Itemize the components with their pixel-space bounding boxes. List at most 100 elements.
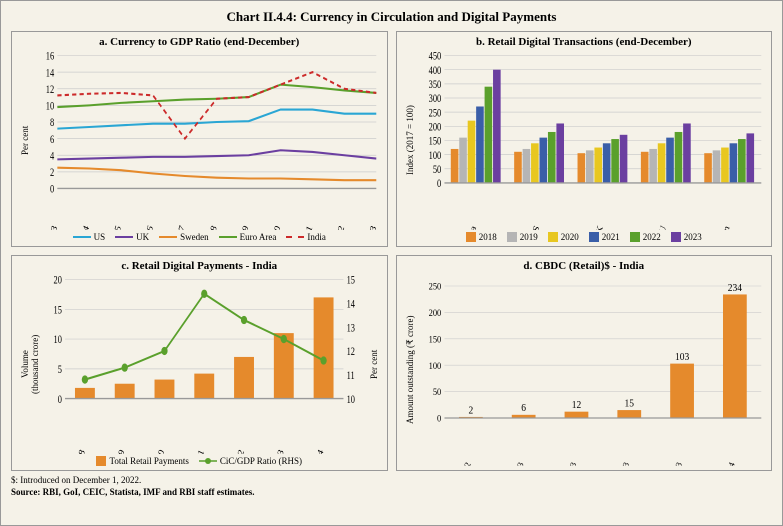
svg-text:2022: 2022	[332, 224, 347, 230]
panel-a-title: a. Currency to GDP Ratio (end-December)	[18, 36, 381, 48]
legend-item: US	[73, 232, 106, 242]
svg-text:2018-19: 2018-19	[109, 448, 127, 454]
svg-text:EU: EU	[655, 224, 668, 230]
svg-text:2021: 2021	[300, 224, 315, 230]
footnote-1: $: Introduced on December 1, 2022.	[11, 475, 772, 487]
panel-c-ylabel: Volume (thousand crore)	[18, 274, 42, 454]
svg-text:100: 100	[428, 150, 441, 162]
svg-text:400: 400	[428, 65, 441, 77]
svg-text:0: 0	[50, 184, 54, 196]
svg-text:14: 14	[347, 298, 355, 310]
svg-text:2023-24: 2023-24	[308, 448, 326, 454]
svg-text:200: 200	[428, 308, 441, 319]
legend-item: 2018	[466, 232, 497, 242]
svg-text:350: 350	[428, 79, 441, 91]
svg-text:6: 6	[521, 403, 526, 415]
svg-text:234: 234	[727, 282, 741, 294]
svg-text:India: India	[463, 223, 478, 230]
legend-item: India	[286, 232, 326, 242]
svg-text:2022-23: 2022-23	[268, 448, 286, 454]
svg-text:2017-18: 2017-18	[69, 448, 87, 454]
svg-text:15: 15	[54, 304, 62, 316]
footnote: $: Introduced on December 1, 2022. Sourc…	[11, 475, 772, 498]
panel-d: d. CBDC (Retail)$ - India Amount outstan…	[396, 255, 773, 471]
svg-text:100: 100	[428, 360, 441, 371]
svg-text:US: US	[529, 224, 542, 230]
svg-text:10: 10	[54, 334, 62, 346]
svg-text:0: 0	[437, 178, 441, 190]
svg-text:14: 14	[46, 67, 55, 79]
svg-text:4: 4	[50, 150, 54, 162]
panel-c: c. Retail Digital Payments - India Volum…	[11, 255, 388, 471]
svg-text:2021-22: 2021-22	[228, 448, 246, 454]
svg-text:450: 450	[428, 51, 441, 63]
panel-a-ylabel: Per cent	[18, 50, 32, 230]
legend-item: Sweden	[159, 232, 209, 242]
svg-text:Mar-23: Mar-23	[508, 460, 526, 466]
panel-b-title: b. Retail Digital Transactions (end-Dece…	[403, 36, 766, 48]
svg-text:50: 50	[432, 164, 441, 176]
panel-b-ylabel: Index (2017 = 100)	[403, 50, 417, 230]
svg-text:2017: 2017	[173, 224, 188, 230]
svg-text:2014: 2014	[77, 224, 92, 230]
svg-text:5: 5	[58, 364, 62, 376]
panel-b-legend: 201820192020202120222023	[403, 232, 766, 242]
panel-b-plot: 050100150200250300350400450IndiaUSUKEUSw…	[417, 50, 766, 230]
footnote-2: Source: RBI, GoI, CEIC, Statista, IMF an…	[11, 487, 772, 499]
svg-text:Sep-23: Sep-23	[614, 460, 631, 466]
legend-item: UK	[115, 232, 149, 242]
svg-text:2020-21: 2020-21	[188, 448, 206, 454]
svg-text:10: 10	[347, 394, 355, 406]
svg-text:2015: 2015	[109, 224, 124, 230]
svg-text:Dec-22: Dec-22	[455, 460, 472, 466]
svg-text:0: 0	[58, 394, 62, 406]
svg-text:2016: 2016	[141, 224, 156, 230]
panel-a-plot: 0246810121416201320142015201620172018201…	[32, 50, 381, 230]
svg-text:Sweden: Sweden	[714, 224, 732, 230]
svg-text:13: 13	[347, 322, 355, 334]
panel-d-ylabel: Amount outstanding (₹ crore)	[403, 274, 417, 466]
legend-item: 2023	[671, 232, 702, 242]
chart-container: Chart II.4.4: Currency in Circulation an…	[0, 0, 783, 526]
svg-text:15: 15	[624, 398, 633, 410]
panel-c-legend: Total Retail PaymentsCiC/GDP Ratio (RHS)	[18, 456, 381, 466]
main-title: Chart II.4.4: Currency in Circulation an…	[11, 9, 772, 25]
svg-text:6: 6	[50, 134, 54, 146]
svg-text:300: 300	[428, 93, 441, 105]
panel-c-plot: 051015201011121314152017-182018-192019-2…	[42, 274, 367, 454]
svg-text:150: 150	[428, 334, 441, 345]
svg-text:UK: UK	[592, 223, 605, 230]
svg-text:2019: 2019	[236, 224, 251, 230]
svg-text:103: 103	[674, 352, 688, 364]
svg-text:10: 10	[46, 101, 55, 113]
svg-text:2023: 2023	[364, 224, 379, 230]
panel-grid: a. Currency to GDP Ratio (end-December) …	[11, 31, 772, 471]
svg-text:2: 2	[468, 405, 473, 417]
panel-c-ylabel-right: Per cent	[367, 274, 381, 454]
svg-text:16: 16	[46, 51, 55, 63]
svg-text:Dec-23: Dec-23	[666, 460, 683, 466]
svg-text:Mar-24: Mar-24	[719, 460, 737, 466]
svg-text:2020: 2020	[268, 224, 283, 230]
panel-b: b. Retail Digital Transactions (end-Dece…	[396, 31, 773, 247]
svg-text:12: 12	[571, 400, 580, 412]
svg-text:15: 15	[347, 275, 355, 287]
svg-text:50: 50	[432, 387, 441, 398]
svg-text:Jun-23: Jun-23	[561, 460, 578, 466]
panel-c-title: c. Retail Digital Payments - India	[18, 260, 381, 272]
panel-a-legend: US UK Sweden Euro Area India	[18, 232, 381, 242]
svg-text:8: 8	[50, 117, 54, 129]
svg-text:200: 200	[428, 121, 441, 133]
legend-item: Euro Area	[219, 232, 277, 242]
svg-text:250: 250	[428, 281, 441, 292]
legend-item: CiC/GDP Ratio (RHS)	[199, 456, 302, 466]
svg-text:250: 250	[428, 107, 441, 119]
legend-item: 2019	[507, 232, 538, 242]
svg-text:2019-20: 2019-20	[149, 448, 167, 454]
legend-item: 2021	[589, 232, 620, 242]
panel-d-plot: 050100150200250261215103234Dec-22Mar-23J…	[417, 274, 766, 466]
legend-item: 2020	[548, 232, 579, 242]
svg-text:12: 12	[347, 346, 355, 358]
svg-text:2: 2	[50, 167, 54, 179]
svg-text:12: 12	[46, 84, 55, 96]
